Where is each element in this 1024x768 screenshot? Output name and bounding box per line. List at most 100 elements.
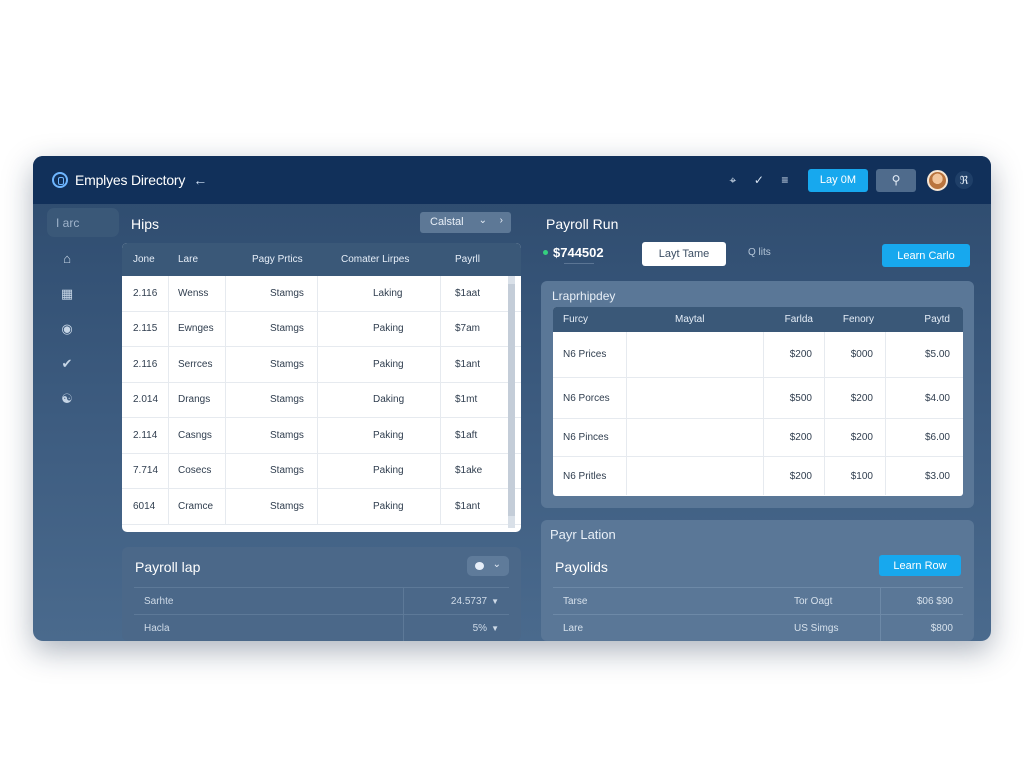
history-title: Lraprhipdey (552, 289, 616, 303)
table-row[interactable]: N6 Pritles $200 $100 $3.00 (553, 457, 963, 495)
table-row[interactable]: 2.116 Serrces Stamgs Paking $1ant (122, 347, 521, 383)
table-row[interactable]: 2.014 Drangs Stamgs Daking $1mt (122, 382, 521, 418)
table-cell: Stamgs (226, 489, 318, 524)
payroll-row-label: Lare (563, 623, 584, 634)
table-cell: Stamgs (226, 276, 318, 311)
building-icon[interactable]: ▦ (60, 286, 74, 301)
history-table: Furcy Maytal Farlda Fenory Paytd N6 Pric… (553, 307, 963, 496)
column-header[interactable]: Pagy Prtics (252, 254, 303, 265)
column-header[interactable]: Paytd (924, 314, 950, 325)
table-cell (627, 332, 764, 377)
table-row[interactable]: 2.114 Casngs Stamgs Paking $1aft (122, 418, 521, 454)
table-cell: $500 (764, 378, 825, 418)
table-cell: N6 Prices (553, 332, 627, 377)
table-cell: Paking (318, 418, 441, 453)
summary-value-text: 24.5737 (450, 596, 488, 607)
payroll-lation-panel: Payr Lation Payolids Learn Row Tarse Tor… (541, 520, 974, 641)
table-cell: $6.00 (924, 432, 950, 443)
payroll-row-detail: Tor Oagt (794, 596, 833, 607)
payroll-amount-caption: ————— (564, 261, 594, 267)
table-cell: $3.00 (924, 470, 950, 482)
search-button[interactable]: ⚲ (876, 168, 916, 192)
avatar[interactable] (927, 169, 948, 191)
table-cell (627, 457, 764, 495)
table-cell: Casngs (169, 418, 226, 453)
table-row[interactable]: N6 Porces $500 $200 $4.00 (553, 378, 963, 419)
globe-icon[interactable]: ◉ (61, 321, 73, 336)
payroll-lation-subtitle: Payr Lation (550, 527, 616, 542)
column-header[interactable]: Payrll (455, 254, 481, 265)
table-cell: 7.714 (122, 453, 169, 488)
table-row[interactable]: N6 Pinces $200 $200 $6.00 (553, 419, 963, 457)
grid-icon[interactable]: ⌖ (729, 172, 737, 187)
layout-button[interactable]: Lay 0M (807, 168, 868, 192)
payroll-row[interactable]: Lare US Simgs $800 (553, 614, 963, 641)
check-icon[interactable]: ✔ (61, 356, 73, 371)
payroll-run-title: Payroll Run (546, 216, 619, 232)
table-cell: Drangs (169, 382, 226, 417)
column-header[interactable]: Jone (133, 254, 155, 265)
search-icon: ⚲ (891, 173, 901, 187)
table-cell: $200 (764, 457, 825, 495)
payroll-lap-panel: Payroll lap ⌄ Sarhte 24.5737 ▼ Hacla 5% ▼ (122, 547, 521, 641)
column-header[interactable]: Maytal (675, 314, 705, 325)
column-header[interactable]: Lare (178, 254, 199, 265)
users-icon[interactable]: ☯ (61, 391, 73, 406)
learn-carlo-button[interactable]: Learn Carlo (882, 244, 970, 267)
filter-icon[interactable]: ✓ (753, 173, 764, 187)
summary-label: Sarhte (144, 596, 174, 607)
table-row[interactable]: 2.115 Ewnges Stamgs Paking $7am (122, 311, 521, 347)
history-panel: Lraprhipdey Furcy Maytal Farlda Fenory P… (541, 281, 974, 508)
summary-value: 24.5737 ▼ (451, 596, 499, 607)
table-cell: $200 (825, 378, 886, 418)
table-header: Furcy Maytal Farlda Fenory Paytd (553, 307, 963, 332)
sidebar-search-input[interactable]: I arc (47, 208, 119, 237)
row-divider (880, 588, 881, 615)
table-cell: Cosecs (169, 453, 226, 488)
app-title: Emplyes Directory (75, 172, 186, 188)
table-cell: $200 (764, 332, 825, 377)
table-cell: Stamgs (226, 453, 318, 488)
table-row[interactable]: 6014 Cramce Stamgs Paking $1ant (122, 489, 521, 525)
payroll-row[interactable]: Tarse Tor Oagt $06 $90 (553, 587, 963, 615)
table-cell: Wenss (169, 276, 226, 311)
menu-icon[interactable]: ≡ (781, 173, 789, 187)
payroll-amount: $744502 (543, 245, 604, 260)
category-select[interactable]: Calstal ⌄ › (420, 212, 511, 233)
search-link[interactable]: Q lits (748, 247, 771, 258)
layout-time-button[interactable]: Layt Tame (642, 242, 726, 266)
table-cell: 6014 (122, 489, 169, 524)
table-cell: $1ake (455, 465, 483, 477)
column-header[interactable]: Farlda (784, 314, 813, 325)
table-cell: $100 (825, 457, 886, 495)
toggle-dot-icon (475, 562, 484, 570)
table-row[interactable]: N6 Prices $200 $000 $5.00 (553, 332, 963, 378)
row-divider (880, 615, 881, 641)
learn-row-button[interactable]: Learn Row (879, 555, 961, 576)
table-cell: $4.00 (924, 392, 950, 404)
table-header: Jone Lare Pagy Prtics Comater Lirpes Pay… (122, 243, 521, 276)
summary-row[interactable]: Sarhte 24.5737 ▼ (134, 587, 509, 615)
table-cell (627, 419, 764, 456)
payroll-lap-toggle[interactable]: ⌄ (467, 556, 509, 576)
user-icon[interactable]: ℜ (955, 171, 973, 189)
home-icon[interactable]: ⌂ (63, 251, 71, 266)
payroll-row-value: $06 $90 (916, 596, 953, 607)
top-bar: Emplyes Directory ← ⌖ ✓ ≡ Lay 0M ⚲ ℜ (33, 156, 991, 204)
table-cell: Stamgs (226, 311, 318, 346)
summary-value: 5% ▼ (473, 623, 499, 634)
chevron-right-icon: › (499, 215, 503, 226)
table-cell: N6 Pinces (553, 419, 627, 456)
back-arrow-icon[interactable]: ← (193, 172, 208, 188)
table-cell: 2.115 (122, 311, 169, 346)
payroll-lation-title: Payolids (555, 559, 608, 575)
column-header[interactable]: Comater Lirpes (341, 254, 410, 265)
table-row[interactable]: 7.714 Cosecs Stamgs Paking $1ake (122, 453, 521, 489)
column-header[interactable]: Fenory (842, 314, 874, 325)
table-scrollbar[interactable] (508, 276, 515, 528)
summary-row[interactable]: Hacla 5% ▼ (134, 614, 509, 641)
chevron-down-icon: ⌄ (478, 215, 487, 226)
table-row[interactable]: 2.116 Wenss Stamgs Laking $1aat (122, 276, 521, 312)
column-header[interactable]: Furcy (563, 314, 588, 325)
payroll-row-detail: US Simgs (794, 623, 839, 634)
